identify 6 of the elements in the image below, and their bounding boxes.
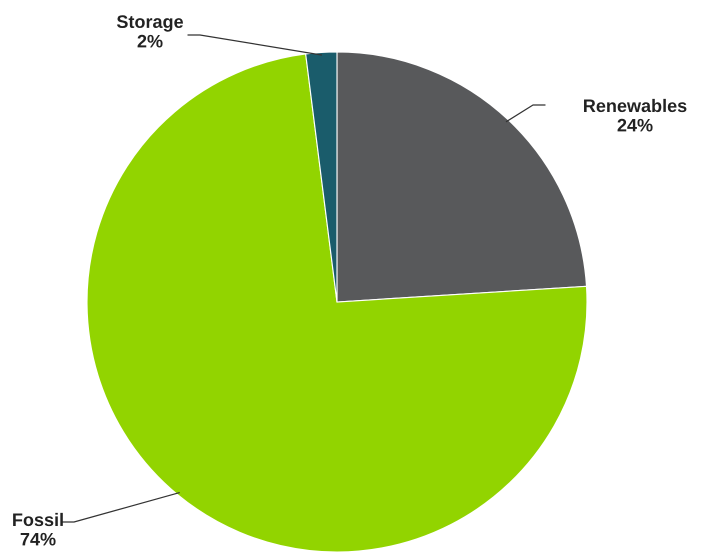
slice-label: Storage bbox=[116, 15, 183, 32]
data-label: 74% bbox=[20, 532, 56, 546]
data-label: 24% bbox=[618, 118, 653, 132]
slice-label: Renewables bbox=[584, 98, 686, 112]
data-label: 2% bbox=[138, 34, 163, 48]
slice-label: Fossil bbox=[13, 512, 63, 526]
